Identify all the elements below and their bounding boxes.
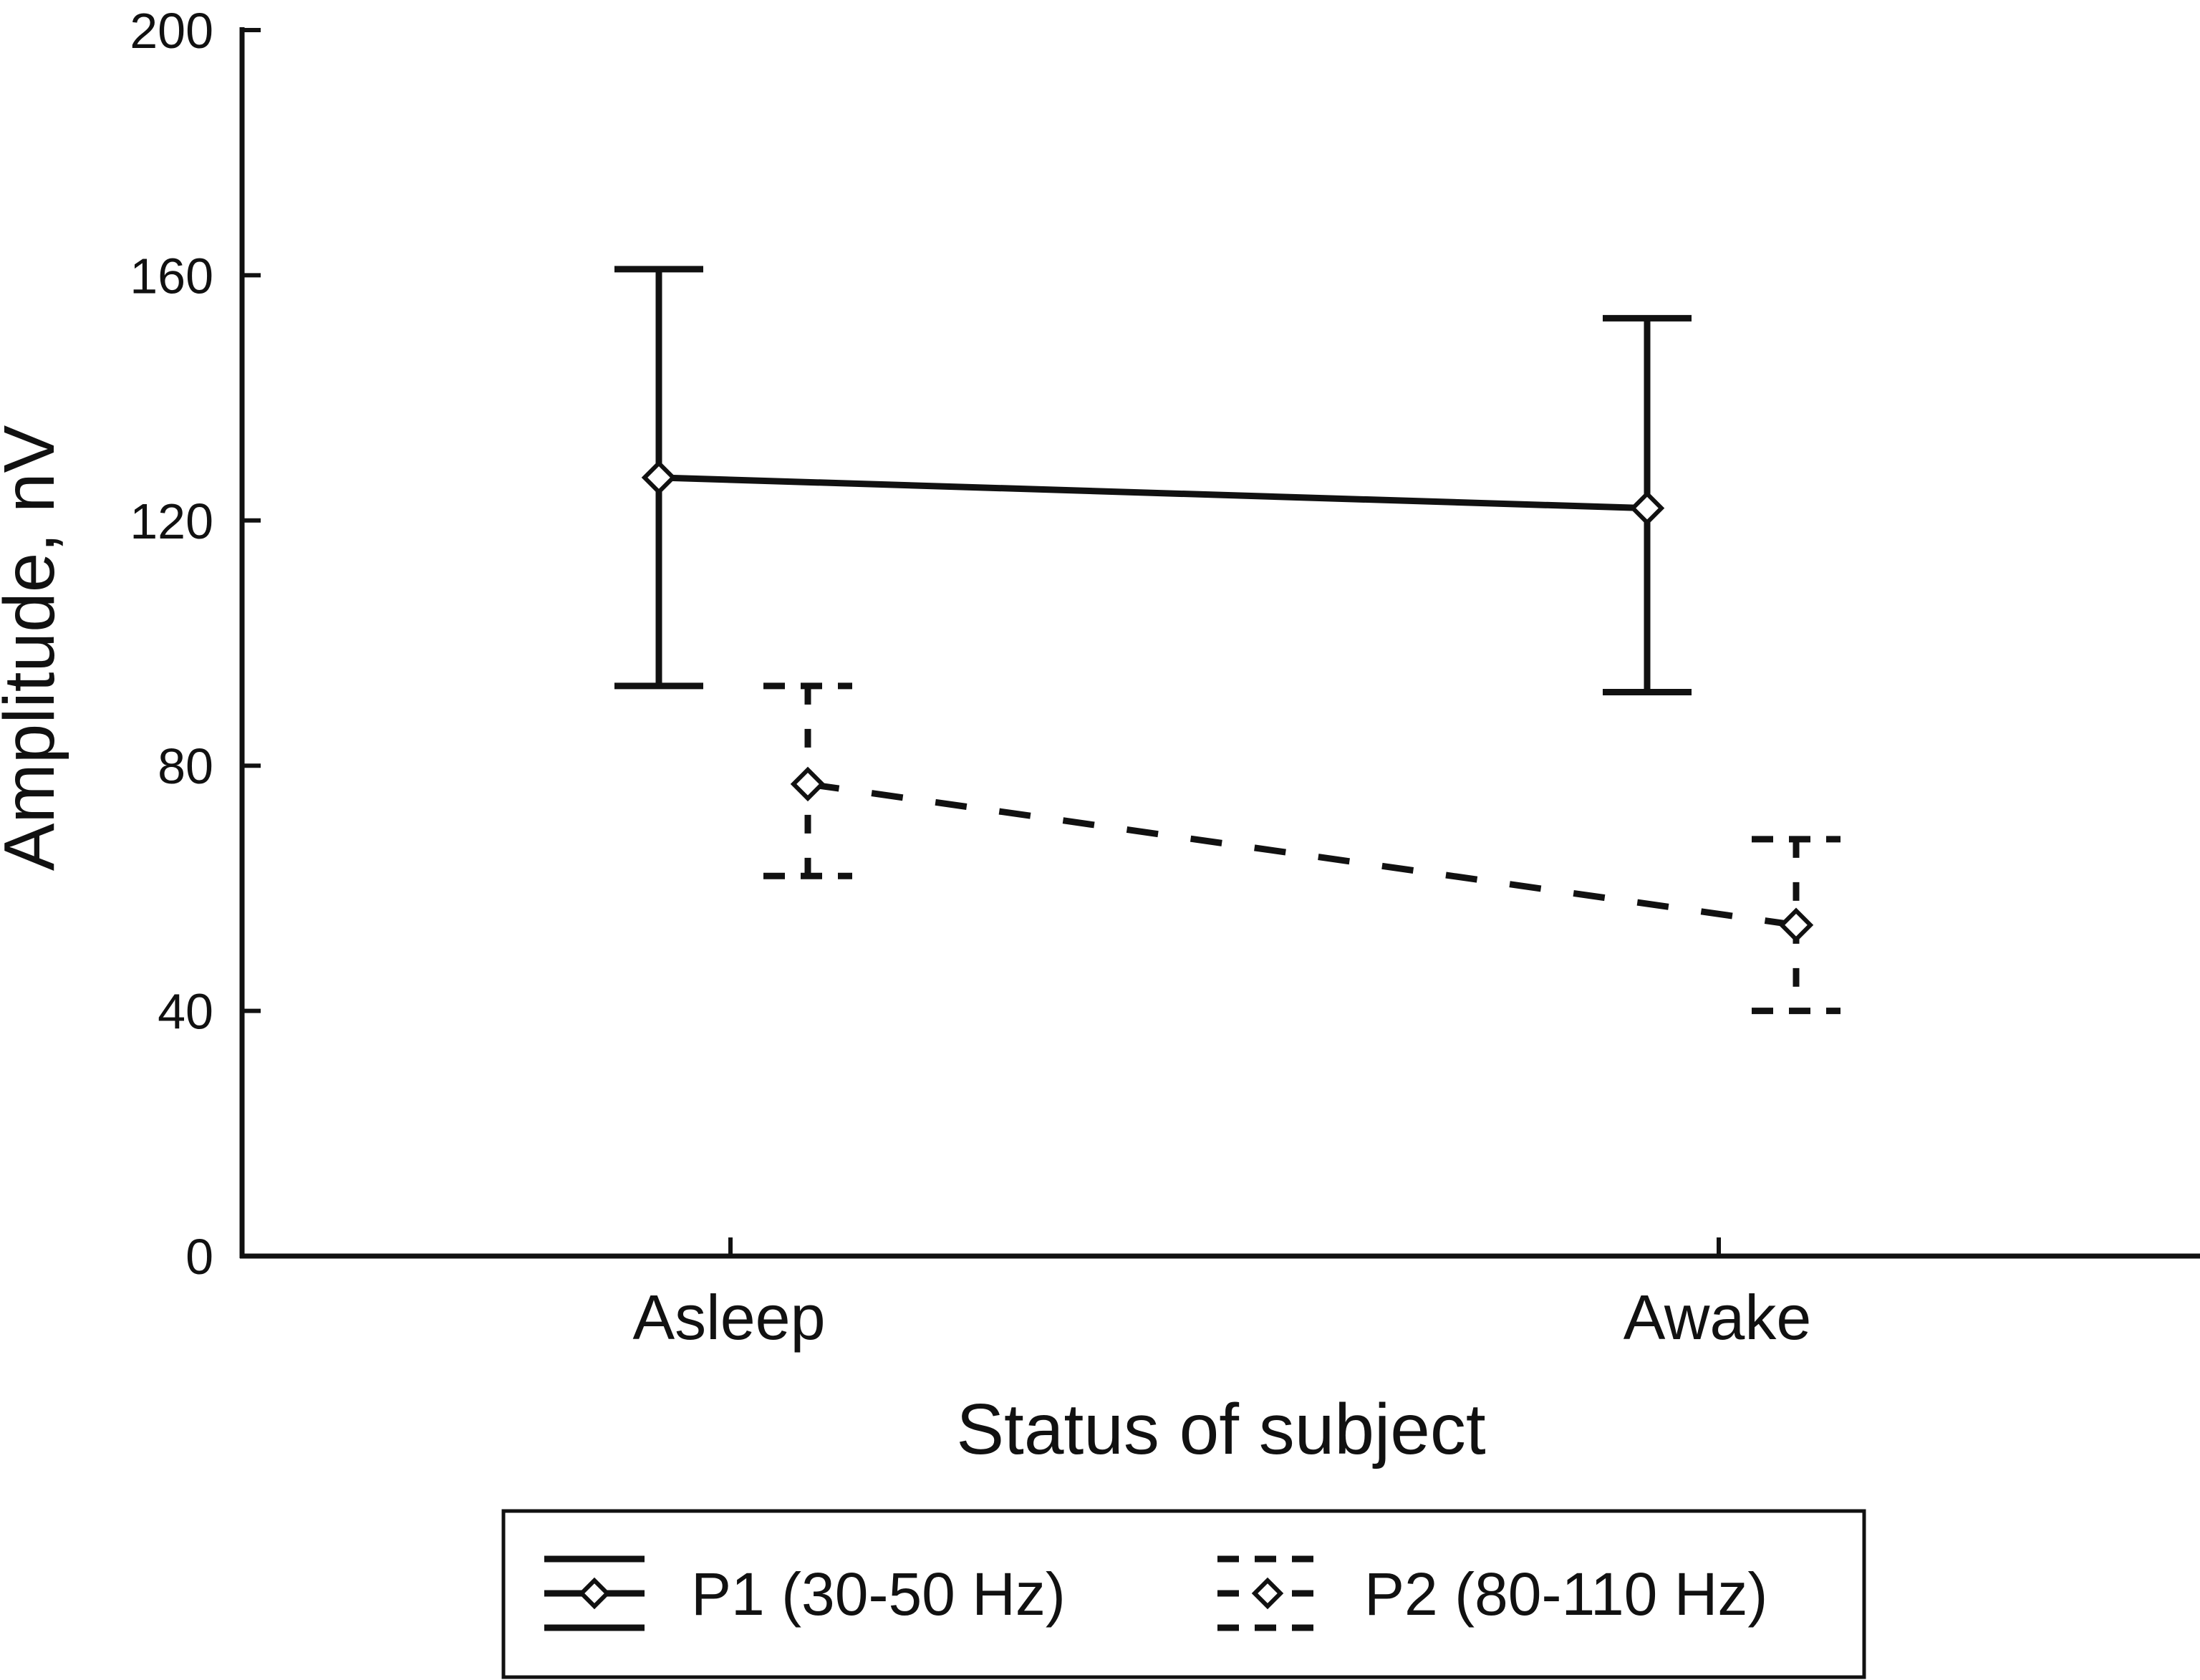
y-axis-ticks: 0 40 80 120 160 200 (130, 3, 261, 1285)
x-axis-title: Status of subject (956, 1389, 1486, 1469)
y-axis-title: Amplitude, nV (0, 425, 69, 871)
y-tick-label: 0 (185, 1229, 213, 1285)
axes (239, 27, 2200, 1259)
legend-symbol-marker (1251, 1577, 1284, 1610)
y-tick-label: 160 (130, 248, 213, 304)
y-tick-label: 80 (158, 738, 213, 794)
y-tick-label: 40 (158, 984, 213, 1040)
legend-box (501, 1509, 1866, 1679)
series-line (807, 781, 1797, 929)
legend-label: P1 (30-50 Hz) (691, 1560, 1066, 1628)
legend-item: P1 (30-50 Hz) (544, 1555, 1066, 1631)
y-tick-label: 200 (130, 3, 213, 59)
legend-label: P2 (80-110 Hz) (1364, 1560, 1767, 1628)
x-tick-label: Asleep (632, 1282, 825, 1353)
error-bar (1752, 836, 1840, 1015)
x-axis-ticks: Asleep Awake (632, 1237, 1811, 1353)
data-point-marker (641, 460, 677, 496)
data-point-marker (1629, 491, 1665, 526)
legend-item: P2 (80-110 Hz) (1217, 1555, 1767, 1631)
x-tick-label: Awake (1624, 1282, 1812, 1353)
series-1 (614, 266, 1692, 695)
y-tick-label: 120 (130, 493, 213, 549)
data-point-marker (1778, 907, 1814, 943)
series-line (658, 474, 1648, 512)
legend-items: P1 (30-50 Hz) P2 (80-110 Hz) (544, 1555, 1767, 1631)
legend: P1 (30-50 Hz) P2 (80-110 Hz) (501, 1509, 1866, 1679)
series-2 (763, 682, 1840, 1015)
data-point-marker (790, 766, 826, 802)
series-layer (614, 266, 1840, 1015)
legend-symbol-marker (578, 1577, 611, 1610)
